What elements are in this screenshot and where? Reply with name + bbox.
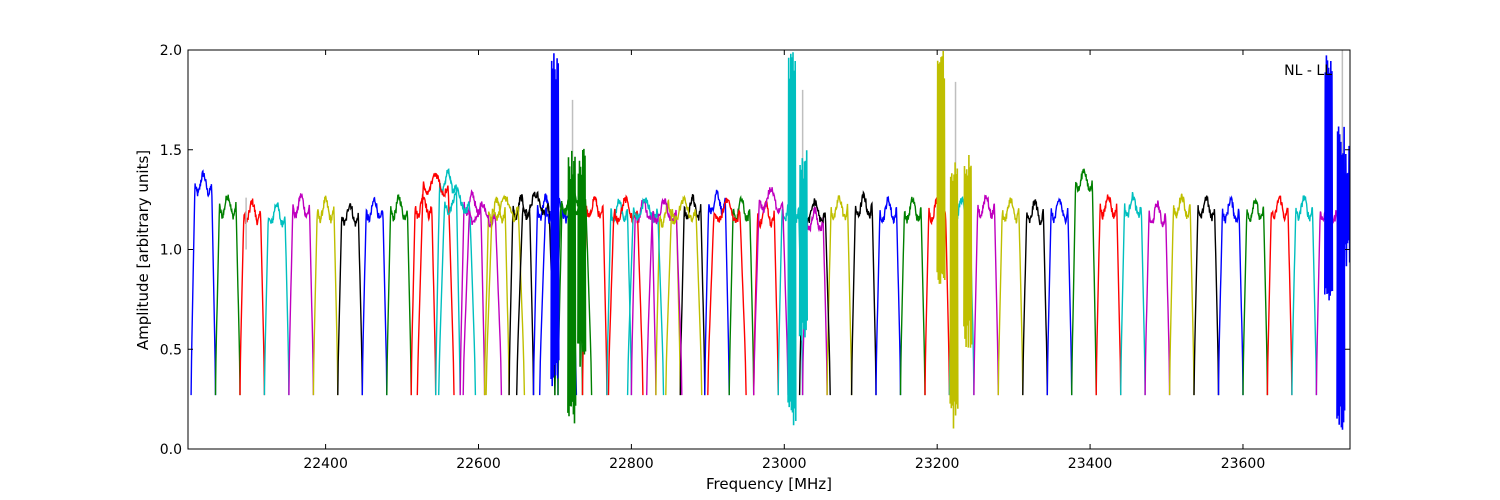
y-tick-label: 1.5 [160,143,182,159]
series-line [875,195,902,396]
y-tick-label: 0.0 [160,442,182,458]
x-tick-label: 22600 [456,456,501,472]
spike-burst [567,150,577,424]
series-line [516,190,556,396]
series-line [263,202,290,396]
data-layer [190,50,1350,430]
series-line [1022,199,1048,396]
y-axis-ticks: 0.0 0.5 1.0 1.5 2.0 [160,43,1350,458]
series-line [679,194,706,396]
series-line [581,196,608,396]
x-tick-label: 23200 [915,456,960,472]
series-line [462,201,503,396]
series-line [416,172,455,396]
series-line [386,193,412,396]
series-line [214,194,241,396]
series-line [707,197,747,396]
series-line [1217,195,1244,396]
series-line [1291,195,1318,396]
plot-area [188,50,1350,449]
series-line [850,190,877,396]
series-line [485,194,526,396]
series-line [626,197,665,396]
series-line [1095,194,1122,396]
x-axis-ticks: 22400 22600 22800 23000 23200 23400 23600 [303,50,1265,472]
spike-burst [798,150,808,341]
series-line [239,198,266,396]
spike-burst [963,154,973,348]
series-line [1046,197,1073,396]
series-line [973,194,999,396]
series-line [704,189,730,396]
spike-burst [550,53,560,387]
x-axis-label: Frequency [MHz] [706,475,832,493]
series-line [337,202,363,396]
series-line [438,186,477,396]
series-line [1242,197,1269,396]
x-tick-label: 23000 [762,456,807,472]
series-line [312,195,339,396]
series-line [1193,195,1220,396]
x-tick-label: 22400 [303,456,348,472]
x-tick-label: 23400 [1068,456,1113,472]
series-line [1168,193,1195,396]
spike-burst [1324,55,1334,301]
series-line [753,187,789,396]
spike-burst [577,148,587,367]
series-line [1120,191,1146,396]
series-line [361,196,388,396]
series-line [899,196,926,396]
y-tick-label: 2.0 [160,43,182,59]
series-line [190,169,217,396]
spike-burst [949,162,959,429]
spike-burst [787,52,797,426]
series-line [1071,168,1097,396]
series-line [1144,200,1171,396]
x-tick-label: 22800 [609,456,654,472]
spike-burst [1336,126,1346,430]
series-line [288,193,315,396]
series-line [826,195,853,396]
series-line [607,194,644,396]
series-line [646,197,683,396]
series-line [997,197,1024,396]
series-line [1266,195,1293,396]
series-line [483,196,510,396]
y-tick-label: 1.0 [160,243,182,259]
series-line [606,198,633,396]
series-line [728,194,755,396]
x-tick-label: 23600 [1221,456,1266,472]
series-line [665,194,703,396]
series-line [410,194,437,396]
y-axis-label: Amplitude [arbitrary units] [134,150,152,350]
y-tick-label: 0.5 [160,342,182,358]
spike-burst [936,50,946,284]
annotation-label: NL - LL [1284,63,1332,79]
